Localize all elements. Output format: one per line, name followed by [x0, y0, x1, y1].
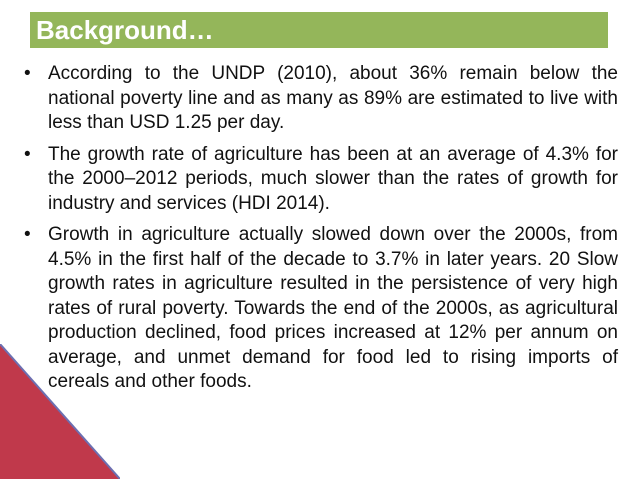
- bullet-text: According to the UNDP (2010), about 36% …: [48, 63, 618, 133]
- bullet-item: • The growth rate of agriculture has bee…: [24, 143, 618, 217]
- corner-decoration: [0, 344, 120, 479]
- slide-title: Background…: [36, 15, 214, 45]
- bullet-icon: •: [24, 143, 31, 165]
- bullet-icon: •: [24, 224, 31, 245]
- title-bar: Background…: [30, 12, 608, 48]
- bullet-text: The growth rate of agriculture has been …: [48, 143, 618, 214]
- bullet-list: • According to the UNDP (2010), about 36…: [24, 62, 618, 402]
- bullet-text: Growth in agriculture actually slowed do…: [48, 224, 618, 392]
- bullet-item: • According to the UNDP (2010), about 36…: [24, 62, 618, 136]
- bullet-item: • Growth in agriculture actually slowed …: [24, 223, 618, 395]
- bullet-icon: •: [24, 63, 31, 84]
- corner-blue-line: [0, 344, 120, 479]
